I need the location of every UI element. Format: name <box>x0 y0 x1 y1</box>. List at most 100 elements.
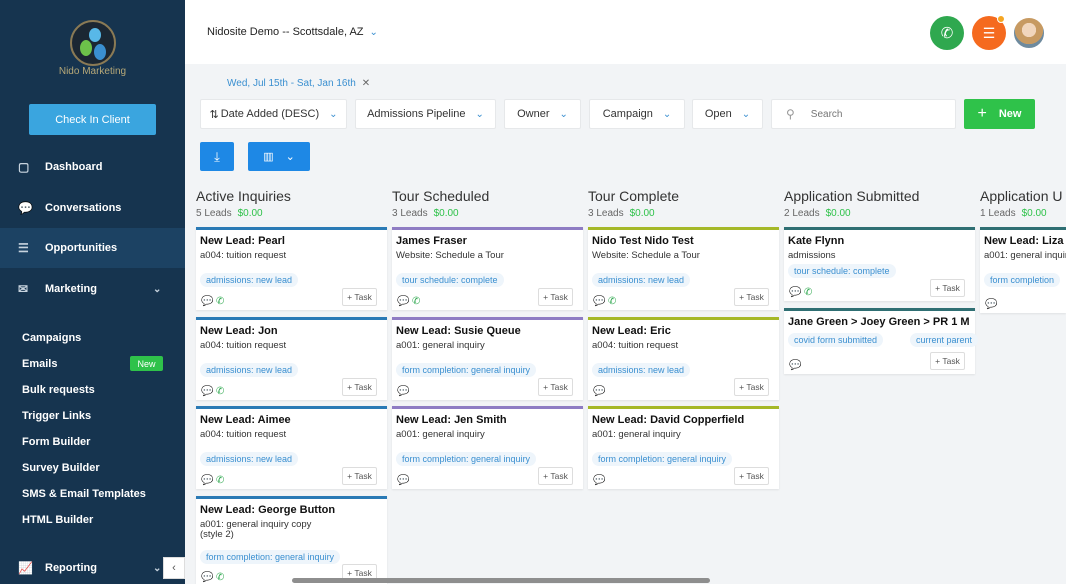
chevron-down-icon: ⌄ <box>559 108 568 120</box>
lead-card[interactable]: Jane Green > Joey Green > PR 1 M covid fo… <box>784 308 979 374</box>
add-task-button[interactable]: + Task <box>734 467 769 485</box>
sidebar-sub-templates[interactable]: SMS & Email Templates <box>22 488 146 500</box>
sidebar-sub-emails[interactable]: Emails <box>22 358 58 370</box>
phone-icon[interactable]: ✆ <box>412 296 421 307</box>
add-task-button[interactable]: + Task <box>734 288 769 306</box>
column-amount: $0.00 <box>237 208 263 219</box>
phone-icon[interactable]: ✆ <box>216 475 225 486</box>
phone-icon[interactable]: ✆ <box>216 296 225 307</box>
sidebar-sub-bulk-requests[interactable]: Bulk requests <box>22 384 95 396</box>
sidebar-item-conversations[interactable]: 💬 Conversations <box>0 188 185 228</box>
sidebar-item-reporting[interactable]: 📈 Reporting ⌄ <box>0 548 185 584</box>
add-task-button[interactable]: + Task <box>538 288 573 306</box>
lead-card[interactable]: New Lead: David Copperfield a001: general… <box>588 406 779 489</box>
chat-icon[interactable]: 💬 <box>397 475 410 486</box>
lead-card[interactable]: New Lead: Pearl a004: tuition request admi… <box>196 227 387 310</box>
add-task-button[interactable]: + Task <box>538 378 573 396</box>
chat-icon[interactable]: 💬 <box>201 572 214 583</box>
chat-icon[interactable]: 💬 <box>201 475 214 486</box>
sidebar-sub-form-builder[interactable]: Form Builder <box>22 436 91 448</box>
chat-icon[interactable]: 💬 <box>201 296 214 307</box>
lead-card-tag: form completion <box>984 273 1061 287</box>
add-task-button[interactable]: + Task <box>930 352 965 370</box>
lead-card-title: New Lead: Eric <box>592 325 671 337</box>
status-dropdown[interactable]: Open ⌄ <box>692 99 763 129</box>
sidebar-sub-survey-builder[interactable]: Survey Builder <box>22 462 100 474</box>
lead-card[interactable]: James Fraser Website: Schedule a Tour tour… <box>392 227 583 310</box>
sort-dropdown[interactable]: ⇅ Date Added (DESC) ⌄ <box>200 99 347 129</box>
chat-icon[interactable]: 💬 <box>397 386 410 397</box>
chat-icon[interactable]: 💬 <box>789 360 802 371</box>
lead-card[interactable]: New Lead: George Button a001: general inq… <box>196 496 387 584</box>
sidebar-sub-html-builder[interactable]: HTML Builder <box>22 514 94 526</box>
chat-icon[interactable]: 💬 <box>593 386 606 397</box>
chat-icon[interactable]: 💬 <box>789 287 802 298</box>
add-task-button[interactable]: + Task <box>930 279 965 297</box>
phone-icon[interactable]: ✆ <box>216 572 225 583</box>
lead-card-tag: current parent <box>910 333 979 347</box>
close-icon[interactable]: ✕ <box>361 78 371 89</box>
lead-card-description: Website: Schedule a Tour <box>396 250 504 261</box>
campaign-dropdown[interactable]: Campaign ⌄ <box>589 99 685 129</box>
column-header: Active Inquiries 5 Leads $0.00 <box>196 188 386 219</box>
add-task-button[interactable]: + Task <box>342 467 377 485</box>
sidebar-sub-campaigns[interactable]: Campaigns <box>22 332 82 344</box>
sidebar-item-label: Reporting <box>45 562 97 574</box>
sidebar-sub-trigger-links[interactable]: Trigger Links <box>22 410 92 422</box>
search-input[interactable] <box>810 108 941 120</box>
lead-card-tag: admissions: new lead <box>592 363 691 377</box>
collapse-sidebar-button[interactable]: ‹ <box>163 557 185 579</box>
add-task-button[interactable]: + Task <box>538 467 573 485</box>
phone-icon[interactable]: ✆ <box>216 386 225 397</box>
add-task-button[interactable]: + Task <box>342 288 377 306</box>
add-task-button[interactable]: + Task <box>342 378 377 396</box>
new-opportunity-button[interactable]: + New <box>964 99 1035 129</box>
column-meta: 5 Leads $0.00 <box>196 208 386 219</box>
chat-icon[interactable]: 💬 <box>593 296 606 307</box>
sidebar-item-marketing[interactable]: ✉ Marketing ⌄ <box>0 269 185 309</box>
lead-card-tag: tour schedule: complete <box>396 273 504 287</box>
location-selector[interactable]: Nidosite Demo -- Scottsdale, AZ ⌄ <box>207 26 378 38</box>
lead-card[interactable]: New Lead: Aimee a004: tuition request admi… <box>196 406 387 489</box>
chat-icon[interactable]: 💬 <box>397 296 410 307</box>
download-button[interactable]: ⤓ <box>200 142 234 171</box>
avatar[interactable] <box>1012 16 1046 50</box>
new-label: New <box>998 108 1022 120</box>
check-in-client-button[interactable]: Check In Client <box>29 104 156 135</box>
date-filter-chip[interactable]: Wed, Jul 15th - Sat, Jan 16th ✕ <box>227 78 370 89</box>
phone-button[interactable]: ✆ <box>930 16 964 50</box>
phone-icon[interactable]: ✆ <box>804 287 813 298</box>
lead-card[interactable]: New Lead: Jon a004: tuition request admiss… <box>196 317 387 400</box>
column-leads: 3 Leads <box>392 208 428 219</box>
column-leads: 2 Leads <box>784 208 820 219</box>
chat-icon[interactable]: 💬 <box>593 475 606 486</box>
download-icon: ⤓ <box>214 148 220 164</box>
add-task-button[interactable]: + Task <box>734 378 769 396</box>
sidebar-item-opportunities[interactable]: ☰ Opportunities <box>0 228 185 268</box>
nido-logo-icon[interactable] <box>70 20 116 66</box>
lead-card-description: a001: general inquiry <box>984 250 1066 261</box>
lead-card-tag: form completion: general inquiry <box>200 550 341 564</box>
lead-card[interactable]: New Lead: Susie Queue a001: general inqui… <box>392 317 583 400</box>
owner-dropdown[interactable]: Owner ⌄ <box>504 99 581 129</box>
sidebar-item-dashboard[interactable]: ▢ Dashboard <box>0 147 185 187</box>
phone-icon[interactable]: ✆ <box>608 296 617 307</box>
horizontal-scrollbar[interactable] <box>292 578 710 583</box>
lead-card[interactable]: Kate Flynn admissions tour schedule: compl… <box>784 227 975 301</box>
pipeline-dropdown[interactable]: Admissions Pipeline ⌄ <box>355 99 496 129</box>
lead-card[interactable]: New Lead: Liza a001: general inquiry form … <box>980 227 1066 313</box>
lead-card-description: a004: tuition request <box>592 340 679 351</box>
view-toggle-button[interactable]: ▥ ⌄ <box>248 142 310 171</box>
column-header: Tour Complete 3 Leads $0.00 <box>588 188 778 219</box>
lead-card-description: a004: tuition request <box>200 340 287 351</box>
chat-icon[interactable]: 💬 <box>201 386 214 397</box>
lead-card[interactable]: New Lead: Jen Smith a001: general inquiry… <box>392 406 583 489</box>
column-meta: 1 Leads $0.00 <box>980 208 1066 219</box>
lead-card-title: James Fraser <box>396 235 467 247</box>
chevron-down-icon: ⌄ <box>153 283 162 295</box>
lead-card[interactable]: New Lead: Eric a004: tuition request admis… <box>588 317 779 400</box>
lead-card-title: New Lead: Liza <box>984 235 1064 247</box>
lead-card-title: Kate Flynn <box>788 235 845 247</box>
chat-icon[interactable]: 💬 <box>985 299 998 310</box>
lead-card[interactable]: Nido Test Nido Test Website: Schedule a T… <box>588 227 779 310</box>
